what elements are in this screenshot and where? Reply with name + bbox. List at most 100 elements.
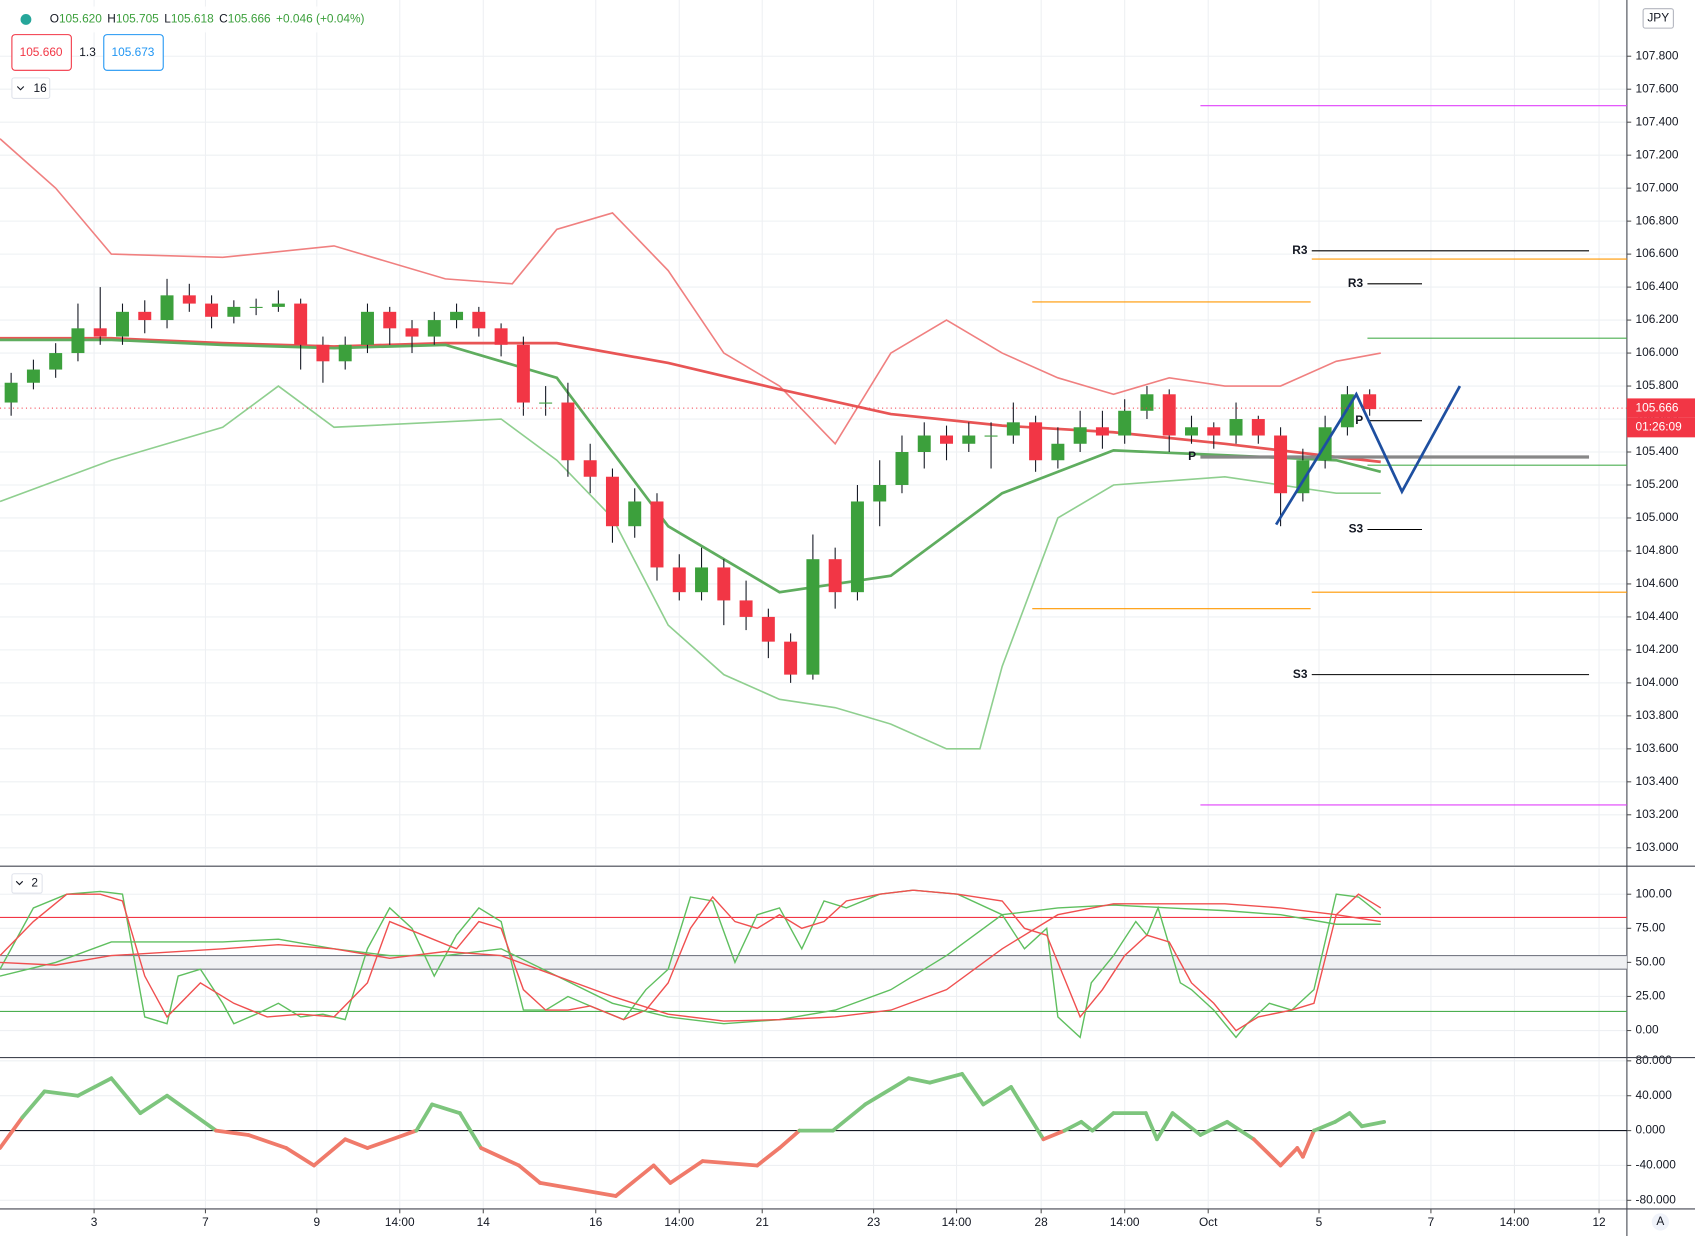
- status-dot: [20, 14, 32, 25]
- oscillator-segment: [1347, 1111, 1364, 1129]
- y-tick-label: 75.00: [1636, 920, 1666, 934]
- candle-body: [294, 303, 308, 345]
- y-tick-label: 50.00: [1636, 955, 1666, 969]
- candle-body: [1363, 394, 1377, 410]
- oscillator-segment: [1359, 1119, 1387, 1129]
- buy-button[interactable]: [103, 34, 164, 71]
- indicators-count[interactable]: 16: [34, 81, 48, 95]
- x-tick-label: 7: [1428, 1215, 1435, 1229]
- candle-body: [1118, 410, 1132, 436]
- candle-body: [895, 452, 909, 485]
- bid-price[interactable]: 105.660: [20, 45, 63, 59]
- oscillator-segment: [777, 1128, 802, 1150]
- y-tick-label: 105.400: [1636, 444, 1679, 458]
- indicator-line: [0, 336, 1381, 464]
- band: [0, 955, 1627, 970]
- candle-body: [873, 484, 887, 502]
- candle-body: [1006, 422, 1020, 436]
- x-tick-label: 14:00: [942, 1215, 972, 1229]
- sell-button[interactable]: [11, 34, 72, 71]
- indicators-toggle[interactable]: [11, 77, 51, 99]
- candle-body: [561, 402, 575, 461]
- oscillator-segment: [1333, 1111, 1352, 1124]
- candle-body: [1051, 443, 1065, 461]
- candle-body: [93, 328, 107, 337]
- x-tick-label: 21: [756, 1215, 770, 1229]
- change: +0.046 (+0.04%): [276, 12, 364, 26]
- oscillator-segment: [414, 1102, 434, 1133]
- y-tick-label: 106.600: [1636, 246, 1679, 260]
- x-tick-label: 7: [202, 1215, 209, 1229]
- ohlc-key: C: [219, 12, 228, 26]
- candle-body: [806, 559, 820, 675]
- oscillator-segment: [831, 1102, 868, 1133]
- y-tick-label: 106.800: [1636, 213, 1679, 227]
- oscillator-segment: [165, 1093, 218, 1133]
- x-tick-label: 14:00: [664, 1215, 694, 1229]
- y-tick-label: 105.000: [1636, 510, 1679, 524]
- ohlc-legend: O105.620 H105.705 L105.618 C105.666 +0.046 (…: [50, 12, 365, 26]
- y-tick-label: 107.000: [1636, 180, 1679, 194]
- pane-toggle[interactable]: [11, 873, 43, 894]
- oscillator-segment: [0, 1115, 25, 1150]
- candle-body: [1185, 427, 1198, 436]
- y-tick-label: 106.400: [1636, 279, 1679, 293]
- candle-body: [717, 567, 731, 601]
- indicator-line: [0, 385, 1381, 750]
- y-tick-label: 105.200: [1636, 477, 1679, 491]
- oscillator-segment: [214, 1128, 251, 1137]
- ohlc-value: 105.705: [116, 12, 159, 26]
- oscillator-segment: [1170, 1111, 1203, 1137]
- oscillator-segment: [1079, 1119, 1095, 1133]
- x-tick-label: 14: [477, 1215, 491, 1229]
- y-tick-label: 103.400: [1636, 774, 1679, 788]
- oscillator-segment: [863, 1076, 911, 1107]
- chevron: [16, 86, 25, 91]
- candle-body: [984, 435, 998, 437]
- auto-scale-button[interactable]: [1651, 1213, 1670, 1231]
- oscillator-segment: [42, 1089, 80, 1098]
- candle-body: [472, 311, 486, 329]
- candle-body: [962, 435, 976, 444]
- oscillator-segment: [981, 1085, 1013, 1107]
- countdown-tag: [1626, 417, 1695, 438]
- y-tick-label: 40.000: [1636, 1088, 1673, 1102]
- oscillator-segment: [430, 1102, 462, 1116]
- y-tick-label: 103.000: [1636, 840, 1679, 854]
- y-tick-label: 100.00: [1636, 886, 1673, 900]
- candle-body: [1274, 435, 1288, 494]
- pivot-label: P: [1355, 413, 1363, 427]
- oscillator-segment: [1143, 1111, 1159, 1142]
- oscillator-segment: [1225, 1119, 1256, 1142]
- oscillator-segment: [1062, 1119, 1084, 1133]
- candle-body: [494, 328, 508, 345]
- candle-body: [583, 460, 597, 477]
- pivot-label: P: [1188, 449, 1196, 463]
- y-tick-label: 103.600: [1636, 741, 1679, 755]
- y-tick-label: 0.000: [1636, 1123, 1666, 1137]
- candle-body: [405, 328, 419, 337]
- pane-count[interactable]: 2: [31, 876, 38, 890]
- x-tick-label: 16: [589, 1215, 603, 1229]
- oscillator-segment: [517, 1163, 542, 1185]
- oscillator-segment: [651, 1163, 673, 1185]
- oscillator-segment: [246, 1133, 289, 1150]
- oscillator-segment: [109, 1076, 143, 1116]
- candle-body: [650, 501, 664, 568]
- oscillator-line: [0, 889, 1382, 1039]
- pivot-label: S3: [1349, 522, 1364, 536]
- candle-body: [249, 306, 263, 308]
- ohlc-key: O: [50, 12, 59, 26]
- oscillator-segment: [458, 1111, 483, 1150]
- candle-body: [516, 344, 530, 403]
- x-tick-label: Oct: [1199, 1215, 1218, 1229]
- candle-body: [71, 328, 85, 354]
- oscillator-segment: [1278, 1146, 1300, 1168]
- ask-price[interactable]: 105.673: [111, 45, 154, 59]
- candle-body: [360, 311, 374, 345]
- oscillator-segment: [1251, 1137, 1283, 1168]
- auto-scale[interactable]: A: [1656, 1214, 1664, 1228]
- y-tick-label: 103.200: [1636, 807, 1679, 821]
- x-tick-label: 14:00: [1110, 1215, 1140, 1229]
- candle-body: [383, 311, 397, 329]
